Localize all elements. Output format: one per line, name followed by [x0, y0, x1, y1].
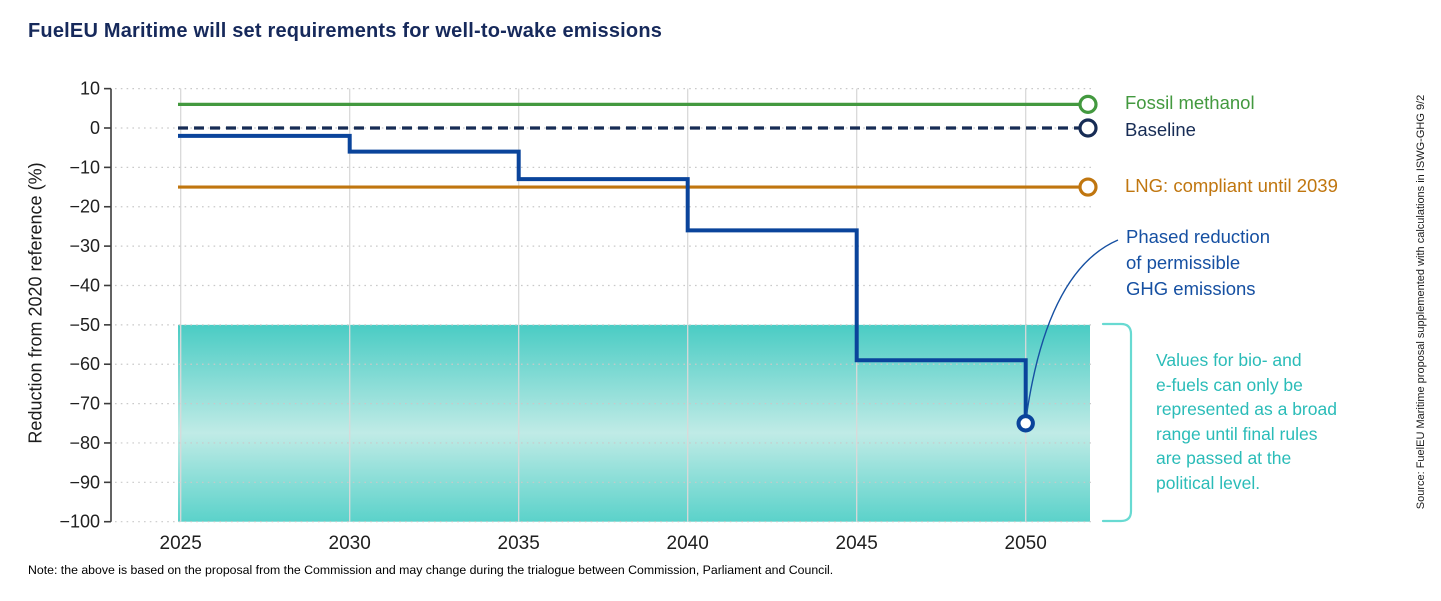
series-end-marker [1078, 118, 1098, 138]
y-axis [104, 87, 112, 523]
footnote: Note: the above is based on the proposal… [28, 563, 834, 577]
source-citation: Source: FuelEU Maritime proposal supplem… [1415, 94, 1427, 510]
svg-text:2045: 2045 [836, 533, 878, 554]
svg-text:2050: 2050 [1005, 533, 1047, 554]
svg-text:0: 0 [90, 118, 100, 138]
legend-fossil-methanol: Fossil methanol [1125, 92, 1255, 113]
annotation-bio-efuels-range: Values for bio- and e-fuels can only be … [1156, 350, 1337, 493]
svg-text:−60: −60 [69, 354, 100, 374]
svg-text:−10: −10 [69, 157, 100, 177]
svg-text:−70: −70 [69, 394, 100, 414]
svg-text:−100: −100 [59, 512, 100, 532]
phased-end-marker [1016, 414, 1035, 433]
svg-text:2025: 2025 [160, 533, 202, 554]
svg-text:2035: 2035 [498, 533, 540, 554]
svg-text:−40: −40 [69, 275, 100, 295]
legend-baseline: Baseline [1125, 119, 1196, 140]
svg-text:−90: −90 [69, 472, 100, 492]
phased-reduction-step-line [178, 133, 1028, 417]
bio-efuel-range-band [178, 324, 1090, 522]
annotation-curve [1026, 239, 1119, 415]
annotation-phased-reduction: Phased reduction of permissible GHG emis… [1126, 226, 1270, 299]
series-end-marker [1078, 94, 1098, 114]
page-title: FuelEU Maritime will set requirements fo… [28, 20, 663, 42]
svg-text:−80: −80 [69, 433, 100, 453]
range-bracket [1101, 322, 1133, 523]
svg-text:10: 10 [80, 79, 100, 99]
horizontal-gridlines [115, 88, 1092, 523]
svg-text:−20: −20 [69, 197, 100, 217]
svg-text:−30: −30 [69, 236, 100, 256]
x-tick-labels: 2025 2030 2035 2040 2045 2050 [160, 533, 1047, 554]
series-end-marker [1078, 177, 1098, 197]
svg-text:−50: −50 [69, 315, 100, 335]
legend-lng: LNG: compliant until 2039 [1125, 175, 1338, 196]
y-tick-labels: 10 0 −10 −20 −30 −40 −50 −60 −70 −80 −90 −100 [59, 79, 100, 532]
svg-text:2030: 2030 [329, 533, 371, 554]
svg-text:2040: 2040 [667, 533, 709, 554]
